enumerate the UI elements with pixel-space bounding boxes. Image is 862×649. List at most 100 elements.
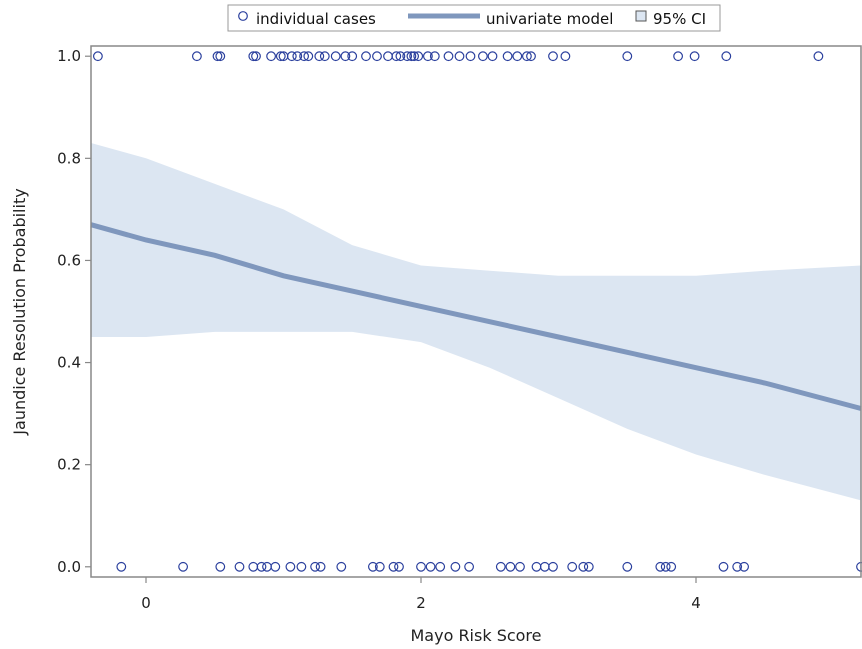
data-point xyxy=(215,51,226,62)
ci-band xyxy=(91,143,861,501)
data-point xyxy=(478,51,488,62)
legend-marker-icon xyxy=(238,11,248,21)
data-point xyxy=(361,51,371,62)
y-axis: 0.0 0.2 0.4 0.6 0.8 1.0 xyxy=(57,47,91,576)
data-point xyxy=(116,561,127,572)
data-point xyxy=(522,51,532,62)
data-point xyxy=(548,561,558,572)
data-point xyxy=(215,561,226,572)
y-tick-label: 0.6 xyxy=(57,251,81,269)
data-point xyxy=(416,561,426,572)
data-point xyxy=(212,51,223,62)
data-point xyxy=(248,561,259,572)
y-tick-label: 1.0 xyxy=(57,47,81,65)
data-point xyxy=(539,561,550,572)
y-tick-label: 0.0 xyxy=(57,558,81,576)
data-point xyxy=(813,51,824,62)
data-point xyxy=(248,51,259,62)
data-point xyxy=(560,51,571,62)
data-point xyxy=(732,561,743,572)
data-point xyxy=(425,561,436,572)
legend-label: univariate model xyxy=(486,10,613,28)
plot-frame xyxy=(90,45,862,578)
data-point xyxy=(531,561,542,572)
data-point xyxy=(374,561,385,572)
data-point xyxy=(395,51,406,62)
data-point xyxy=(292,51,303,62)
data-point xyxy=(450,561,461,572)
data-point xyxy=(413,51,424,62)
data-point xyxy=(526,51,536,62)
data-point xyxy=(718,561,729,572)
model-line xyxy=(90,222,862,411)
legend-band-icon xyxy=(635,10,647,22)
data-point xyxy=(275,51,286,62)
data-point xyxy=(262,561,272,572)
data-point xyxy=(515,561,525,572)
data-point xyxy=(666,561,677,572)
data-point xyxy=(372,51,382,62)
data-point xyxy=(310,561,321,572)
x-axis: 0 2 4 xyxy=(141,577,701,612)
data-point xyxy=(502,51,513,62)
data-point xyxy=(256,561,267,572)
y-tick-label: 0.4 xyxy=(57,354,81,372)
data-point xyxy=(286,51,297,62)
data-point xyxy=(567,561,578,572)
data-point xyxy=(388,561,399,572)
x-tick-label: 0 xyxy=(141,594,151,612)
data-point xyxy=(429,51,440,62)
data-point xyxy=(454,51,465,62)
data-point xyxy=(178,561,189,572)
data-point xyxy=(512,51,523,62)
legend-label: 95% CI xyxy=(653,10,706,28)
data-point xyxy=(402,51,413,62)
y-tick-label: 0.2 xyxy=(57,456,81,474)
x-tick-label: 2 xyxy=(416,594,426,612)
plot-area xyxy=(90,45,862,578)
data-point xyxy=(487,51,498,62)
data-point xyxy=(191,51,202,62)
data-point xyxy=(391,51,402,62)
data-point xyxy=(622,561,633,572)
data-point xyxy=(296,561,307,572)
data-point xyxy=(347,51,358,62)
legend-label: individual cases xyxy=(256,10,376,28)
legend: individual cases univariate model 95% CI xyxy=(227,4,721,32)
data-point xyxy=(721,51,732,62)
data-point xyxy=(505,561,516,572)
data-point xyxy=(270,561,281,572)
data-point xyxy=(655,561,666,572)
data-point xyxy=(548,51,558,62)
data-point xyxy=(406,51,417,62)
data-point xyxy=(583,561,594,572)
x-axis-title: Mayo Risk Score xyxy=(410,626,541,645)
data-point xyxy=(443,51,454,62)
y-tick-label: 0.8 xyxy=(57,149,81,167)
data-point xyxy=(689,51,700,62)
data-point xyxy=(383,51,393,62)
data-point xyxy=(234,561,245,572)
data-point xyxy=(409,51,420,62)
data-point xyxy=(330,51,341,62)
data-point xyxy=(368,561,378,572)
data-point xyxy=(660,561,671,572)
data-point xyxy=(251,51,261,62)
data-point xyxy=(299,51,310,62)
data-point xyxy=(673,51,683,62)
data-point xyxy=(423,51,433,62)
data-point xyxy=(739,561,749,572)
data-point xyxy=(314,51,325,62)
data-point xyxy=(285,561,296,572)
data-point xyxy=(340,51,351,62)
data-point xyxy=(319,51,330,62)
data-point xyxy=(303,51,314,62)
data-point xyxy=(578,561,589,572)
data-point xyxy=(315,561,326,572)
data-point xyxy=(464,561,475,572)
data-point xyxy=(495,561,506,572)
data-point xyxy=(435,561,446,572)
data-point xyxy=(622,51,633,62)
data-point xyxy=(336,561,347,572)
